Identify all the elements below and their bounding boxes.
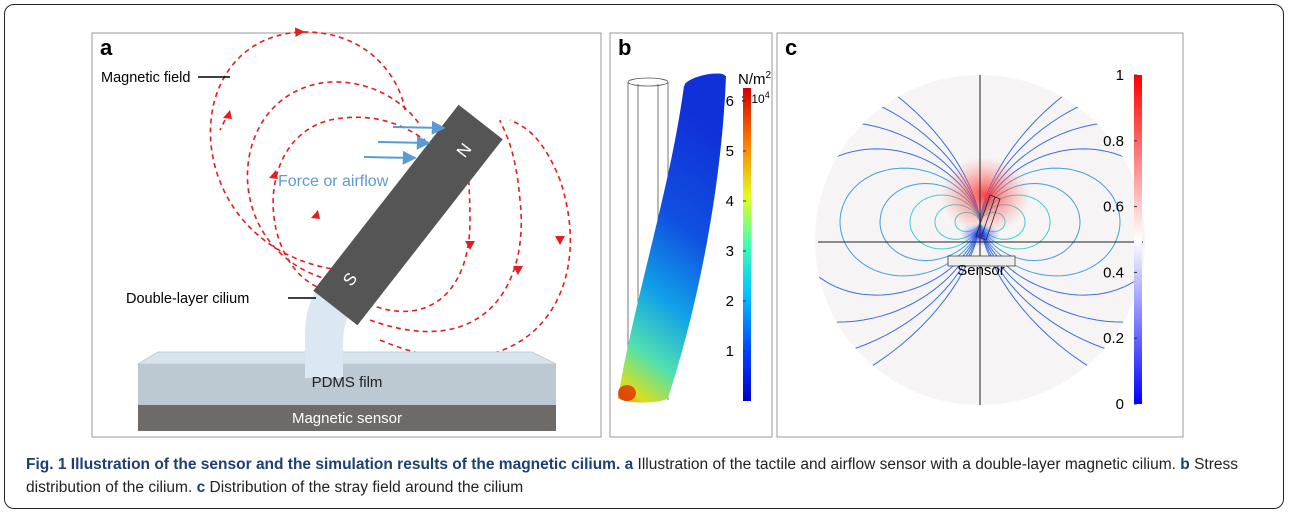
sensor-box: [947, 255, 1016, 267]
colorbar-tick-label: 0.6: [1103, 199, 1124, 216]
caption-text: Distribution of the stray field around t…: [209, 479, 524, 496]
caption-label: a: [624, 456, 634, 473]
scale-exp: 4: [765, 90, 770, 100]
film-label: PDMS film: [312, 374, 383, 391]
cilium-outline: [975, 194, 1001, 241]
colorbar: [1134, 75, 1142, 404]
field-arrows: [223, 110, 565, 275]
cilium-stress: [618, 76, 726, 403]
figure: a N S Force or airflow Magnetic field Do…: [91, 27, 1184, 438]
magnet: [313, 104, 503, 326]
colorbar-tick-label: 0.8: [1103, 133, 1124, 150]
caption-text: Illustration of the tactile and airflow …: [637, 456, 1176, 473]
caption-label: c: [196, 479, 206, 496]
colorbar-tick-label: 1: [726, 343, 734, 360]
colorbar-tick-label: 2: [726, 293, 734, 310]
panel-label: c: [785, 35, 797, 60]
cilium-label: Double-layer cilium: [126, 291, 249, 307]
colorbar-tick-label: 1: [1116, 67, 1124, 84]
sensor-label: Sensor: [957, 262, 1005, 279]
colorbar-tick-label: 0: [1116, 396, 1124, 413]
sensor-label: Magnetic sensor: [292, 410, 402, 427]
film-top: [136, 351, 557, 365]
caption-text: Stress distribution of the cilium.: [26, 456, 1238, 496]
force-arrows: [363, 120, 446, 165]
colorbar-tick-label: 6: [726, 93, 734, 110]
colorbar-tick-label: 5: [726, 143, 734, 160]
field-high: [940, 157, 1030, 233]
caption-label: b: [1180, 456, 1190, 473]
stress-hotspot: [618, 385, 636, 401]
streamline: [815, 75, 981, 405]
streamline: [979, 82, 1145, 362]
caption-title: Fig. 1 Illustration of the sensor and th…: [26, 456, 621, 473]
unit: N/m2: [738, 70, 772, 88]
colorbar-tick-label: 3: [726, 243, 734, 260]
field-label: Magnetic field: [101, 70, 190, 86]
pdms-film: [138, 364, 556, 405]
streamline: [815, 82, 981, 362]
colorbar: [743, 88, 751, 401]
colorbar-tick-label: 4: [726, 193, 734, 210]
streamline: [815, 121, 981, 323]
streamline: [979, 75, 1145, 405]
figure-frame: [4, 4, 1284, 509]
caption: Fig. 1 Illustration of the sensor and th…: [26, 453, 1261, 499]
colorbar-tick-label: 0.2: [1103, 330, 1124, 347]
panel-label: a: [100, 35, 113, 60]
unit-text: N/m: [738, 71, 766, 88]
magnetic-sensor: [138, 405, 556, 431]
cilium-top: [684, 73, 726, 89]
colorbar-tick-label: 0.4: [1103, 264, 1124, 281]
unit-exp: 2: [766, 70, 772, 81]
panel-label: b: [618, 35, 631, 60]
streamline: [979, 121, 1145, 323]
force-label: Force or airflow: [278, 173, 389, 190]
